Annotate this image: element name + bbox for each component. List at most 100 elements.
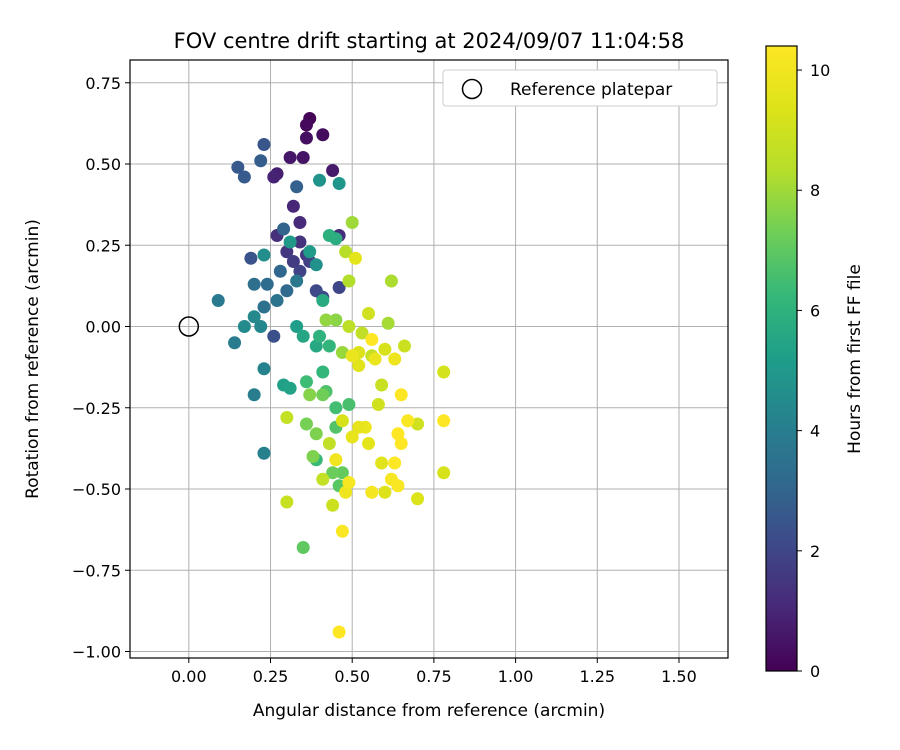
- colorbar-tick-label: 4: [810, 422, 820, 441]
- x-tick-label: 1.00: [498, 667, 534, 686]
- plot-frame: [129, 59, 729, 659]
- data-point: [296, 541, 310, 554]
- data-point: [299, 375, 313, 389]
- data-point: [384, 274, 398, 288]
- x-tick-label: 0.25: [253, 667, 289, 686]
- data-point: [329, 453, 343, 467]
- data-point: [332, 281, 346, 294]
- data-point: [280, 245, 294, 259]
- data-point: [316, 128, 330, 142]
- legend-marker-circle: [461, 78, 483, 100]
- data-point: [329, 401, 343, 415]
- data-point: [293, 216, 307, 229]
- data-point: [296, 329, 310, 343]
- colorbar-gradient: [765, 45, 798, 672]
- data-point: [378, 342, 392, 356]
- data-point: [254, 320, 268, 333]
- reference-point: [178, 316, 200, 337]
- data-point: [365, 333, 379, 346]
- data-point: [335, 524, 349, 538]
- colorbar-tick-label: 6: [810, 301, 820, 320]
- chart-title: FOV centre drift starting at 2024/09/07 …: [174, 29, 685, 53]
- y-tick-label: 0.75: [85, 74, 121, 93]
- x-tick-label: 0.50: [334, 667, 370, 686]
- data-point: [286, 199, 300, 213]
- data-point: [309, 427, 323, 441]
- data-point: [345, 349, 359, 363]
- data-point: [299, 118, 313, 132]
- y-tick-label: −0.25: [72, 399, 121, 418]
- colorbar-tick-label: 2: [810, 542, 820, 561]
- data-point: [342, 274, 356, 288]
- x-tick-label: 1.50: [661, 667, 697, 686]
- y-tick-label: 0.00: [85, 318, 121, 337]
- data-point: [299, 417, 313, 431]
- y-axis-ticks: 0.75 0.50 0.25 0.00 −0.25 −0.50 −0.75 −1.00: [72, 74, 130, 662]
- y-tick-label: −0.50: [72, 480, 121, 499]
- data-point: [316, 388, 330, 402]
- data-point: [316, 472, 330, 486]
- colorbar-tick-label: 8: [810, 181, 820, 200]
- y-tick-label: 0.25: [85, 236, 121, 255]
- data-point: [313, 329, 327, 343]
- legend-label: Reference platepar: [510, 80, 672, 100]
- data-point: [322, 339, 336, 353]
- data-point: [283, 235, 297, 249]
- data-point: [326, 466, 340, 480]
- data-point: [270, 294, 284, 307]
- data-point: [355, 326, 369, 340]
- data-point: [257, 248, 271, 262]
- data-point: [247, 277, 261, 291]
- data-point: [345, 430, 359, 444]
- data-point: [411, 492, 425, 506]
- grid-lines: [130, 60, 728, 658]
- data-point: [280, 284, 294, 298]
- data-point: [280, 495, 294, 509]
- data-point: [342, 320, 356, 333]
- data-point: [362, 307, 376, 320]
- data-point: [437, 365, 451, 379]
- reference-marker: [178, 316, 200, 337]
- data-point: [437, 414, 451, 428]
- data-point: [319, 313, 333, 327]
- y-tick-label: −0.75: [72, 561, 121, 580]
- data-point: [322, 437, 336, 450]
- data-point: [388, 456, 402, 470]
- data-point: [267, 329, 281, 343]
- data-point: [332, 177, 346, 190]
- data-point: [375, 456, 389, 470]
- data-point: [378, 485, 392, 499]
- data-point: [313, 173, 327, 187]
- data-point: [290, 180, 304, 194]
- data-point: [437, 466, 451, 480]
- data-point: [352, 359, 366, 372]
- data-point: [257, 138, 271, 151]
- data-point: [237, 320, 251, 333]
- data-point: [247, 310, 261, 324]
- data-point: [335, 414, 349, 428]
- data-point: [332, 625, 346, 639]
- x-tick-label: 0.00: [171, 667, 207, 686]
- data-point: [316, 294, 330, 307]
- data-point: [316, 365, 330, 379]
- x-tick-label: 1.25: [579, 667, 615, 686]
- data-point: [345, 216, 359, 229]
- data-point: [394, 388, 408, 402]
- legend-box: [442, 69, 718, 107]
- colorbar-tick-label: 0: [810, 662, 820, 681]
- legend: Reference platepar: [442, 69, 718, 107]
- data-point: [306, 450, 320, 463]
- data-point: [322, 229, 336, 242]
- data-point: [365, 485, 379, 499]
- data-point: [381, 316, 395, 330]
- data-point: [257, 300, 271, 314]
- data-point: [397, 339, 411, 353]
- y-tick-label: −1.00: [72, 643, 121, 662]
- data-point: [257, 362, 271, 376]
- data-point: [371, 398, 385, 411]
- data-point: [293, 235, 307, 249]
- data-point: [254, 154, 268, 168]
- data-point: [247, 388, 261, 402]
- x-tick-label: 0.75: [416, 667, 452, 686]
